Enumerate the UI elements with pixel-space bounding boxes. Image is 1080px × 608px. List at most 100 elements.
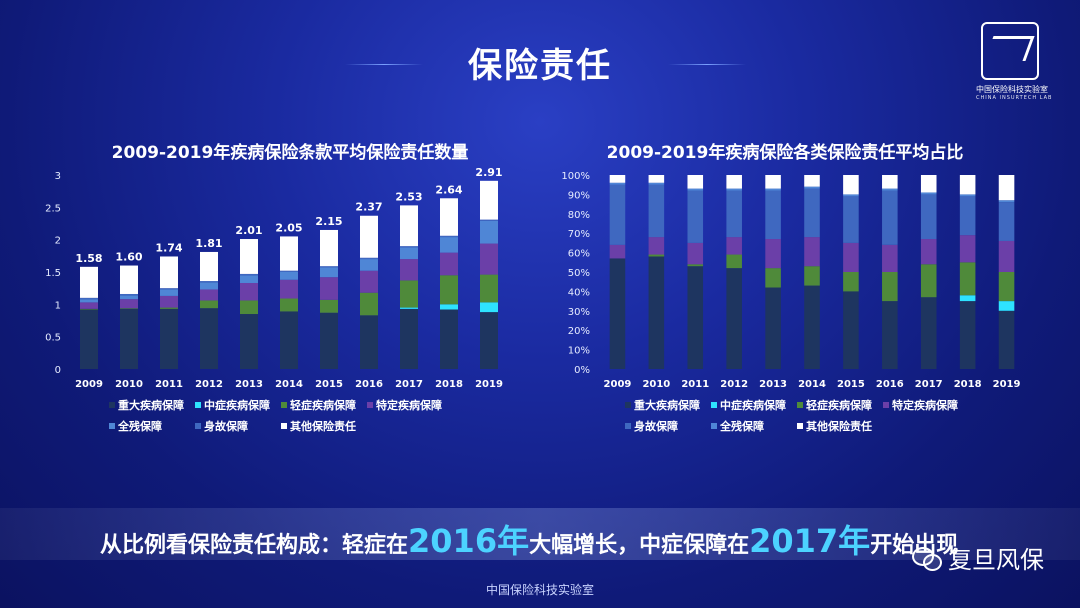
bar-segment-特定疾病保障 (400, 259, 418, 281)
bar-segment-身故保障 (765, 190, 781, 240)
x-tick-label: 2013 (759, 379, 787, 390)
bar-segment-其他保险责任 (200, 251, 218, 282)
bar-segment-全残保障 (804, 186, 820, 189)
total-label: 1.81 (195, 237, 222, 250)
total-label: 1.74 (155, 241, 182, 254)
bar-segment-全残保障 (200, 282, 218, 290)
bar-segment-其他保险责任 (280, 236, 298, 271)
bar-segment-轻症疾病保障 (765, 268, 781, 288)
bar-segment-轻症疾病保障 (280, 298, 298, 312)
y-tick-label: 80% (568, 210, 590, 221)
legend-item: 轻症疾病保障 (290, 398, 356, 412)
bar-segment-其他保险责任 (609, 175, 626, 183)
bar-segment-身故保障 (648, 184, 665, 238)
bar-segment-其他保险责任 (120, 265, 138, 294)
bar-segment-轻症疾病保障 (400, 280, 418, 308)
bar-segment-轻症疾病保障 (80, 308, 98, 310)
bar-segment-特定疾病保障 (609, 244, 626, 259)
bar-segment-重大疾病保障 (440, 309, 458, 369)
bar-segment-身故保障 (360, 257, 378, 260)
bar-segment-轻症疾病保障 (998, 272, 1015, 302)
legend-item: 轻症疾病保障 (806, 398, 872, 412)
bar-segment-全残保障 (400, 247, 418, 260)
bar-segment-其他保险责任 (400, 205, 418, 247)
bar-segment-重大疾病保障 (480, 312, 498, 369)
bar-segment-其他保险责任 (480, 180, 498, 220)
x-tick-label: 2014 (275, 379, 303, 390)
bar-segment-重大疾病保障 (609, 258, 626, 369)
bar-segment-轻症疾病保障 (882, 272, 898, 302)
x-tick-label: 2018 (435, 379, 463, 390)
bar-segment-特定疾病保障 (959, 235, 976, 263)
bar-segment-特定疾病保障 (882, 244, 898, 272)
bar-segment-重大疾病保障 (998, 310, 1015, 369)
legend-swatch (281, 402, 287, 408)
legend-item: 特定疾病保障 (376, 398, 442, 412)
total-label: 2.01 (235, 224, 262, 237)
y-tick-label: 1 (55, 300, 61, 311)
y-tick-label: 70% (568, 229, 590, 240)
bar-segment-全残保障 (843, 194, 859, 197)
x-tick-label: 2015 (837, 379, 865, 390)
y-tick-label: 50% (568, 268, 590, 279)
x-tick-label: 2010 (642, 379, 670, 390)
legend-item: 重大疾病保障 (634, 398, 700, 412)
bar-segment-其他保险责任 (998, 175, 1015, 201)
bar-segment-轻症疾病保障 (843, 272, 859, 292)
bar-segment-轻症疾病保障 (200, 300, 218, 309)
bar-segment-重大疾病保障 (959, 301, 976, 369)
legend-item: 全残保障 (719, 419, 764, 433)
bar-segment-全残保障 (920, 192, 937, 195)
bar-segment-重大疾病保障 (360, 315, 378, 369)
bar-segment-特定疾病保障 (726, 237, 742, 255)
x-tick-label: 2011 (681, 379, 709, 390)
y-tick-label: 90% (568, 190, 590, 201)
bar-segment-特定疾病保障 (120, 299, 138, 309)
bar-segment-轻症疾病保障 (440, 275, 458, 305)
y-tick-label: 2.5 (45, 203, 61, 214)
bar-segment-全残保障 (160, 289, 178, 296)
bar-segment-身故保障 (726, 190, 742, 238)
bar-segment-重大疾病保障 (843, 291, 859, 369)
bar-segment-全残保障 (959, 194, 976, 197)
bar-segment-身故保障 (320, 266, 338, 268)
wechat-icon (912, 545, 942, 571)
legend-swatch (711, 423, 717, 429)
bar-segment-其他保险责任 (648, 175, 665, 183)
watermark-text: 复旦风保 (948, 546, 1044, 574)
legend-swatch (711, 402, 717, 408)
bar-segment-其他保险责任 (843, 175, 859, 195)
bar-segment-特定疾病保障 (320, 277, 338, 300)
bar-segment-身故保障 (400, 246, 418, 248)
bar-segment-全残保障 (320, 267, 338, 278)
bar-segment-重大疾病保障 (920, 297, 937, 369)
x-tick-label: 2012 (195, 379, 223, 390)
bar-segment-其他保险责任 (440, 198, 458, 236)
bar-segment-其他保险责任 (959, 175, 976, 195)
x-tick-label: 2015 (315, 379, 343, 390)
x-tick-label: 2009 (75, 379, 103, 390)
legend-swatch (281, 423, 287, 429)
chart2-title: 2009-2019年疾病保险各类保险责任平均占比 (606, 143, 964, 163)
bar-segment-轻症疾病保障 (240, 300, 258, 315)
bar-segment-其他保险责任 (920, 175, 937, 193)
bar-segment-其他保险责任 (240, 239, 258, 274)
bar-segment-全残保障 (609, 182, 626, 185)
bar-segment-重大疾病保障 (765, 287, 781, 369)
y-tick-label: 20% (568, 326, 590, 337)
bar-segment-轻症疾病保障 (687, 264, 704, 267)
x-tick-label: 2011 (155, 379, 183, 390)
bar-segment-重大疾病保障 (200, 308, 218, 369)
logo-en: CHINA INSURTECH LAB (976, 95, 1053, 101)
bar-segment-特定疾病保障 (200, 289, 218, 301)
legend-swatch (195, 402, 201, 408)
bar-segment-特定疾病保障 (687, 242, 704, 265)
bar-segment-身故保障 (120, 293, 138, 296)
x-tick-label: 2009 (604, 379, 632, 390)
legend-swatch (367, 402, 373, 408)
bar-segment-身故保障 (280, 270, 298, 272)
y-tick-label: 2 (55, 236, 61, 247)
x-tick-label: 2017 (915, 379, 943, 390)
total-label: 2.53 (395, 190, 422, 203)
x-tick-label: 2019 (475, 379, 503, 390)
